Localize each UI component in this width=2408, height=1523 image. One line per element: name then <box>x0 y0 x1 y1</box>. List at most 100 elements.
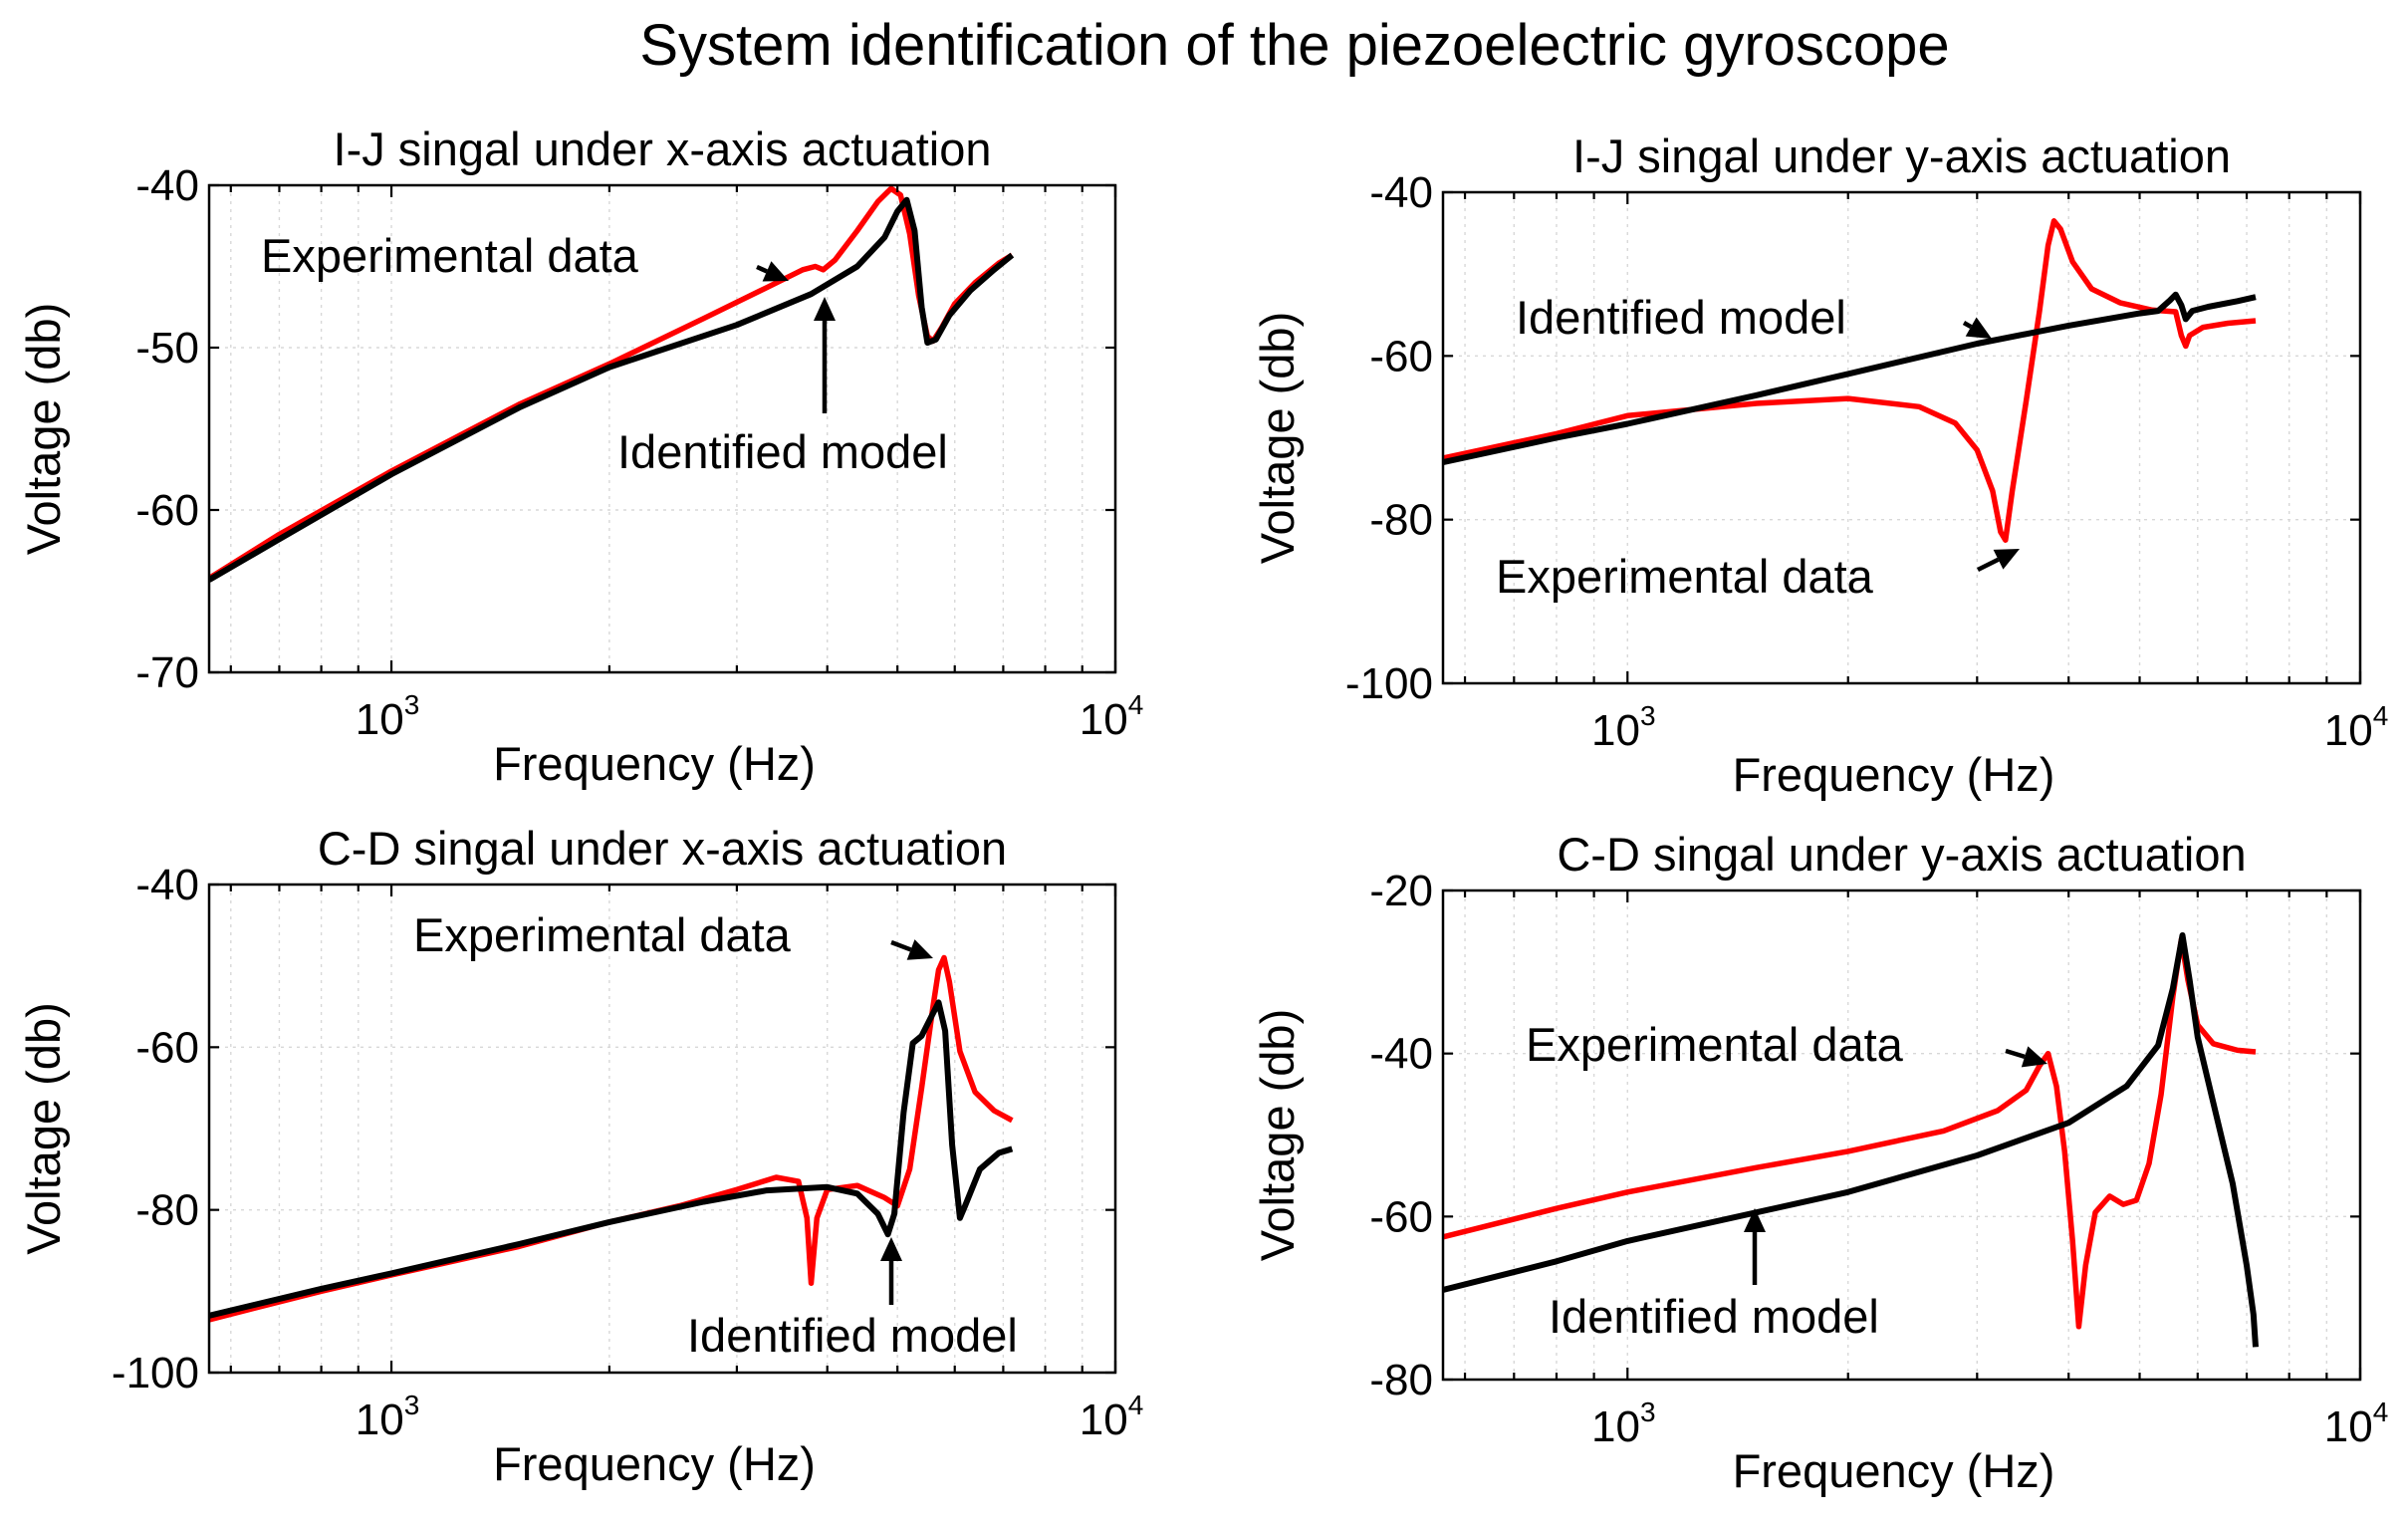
annotation-arrow-head <box>1744 1208 1766 1232</box>
x-tick-label: 104 <box>2324 700 2389 755</box>
x-axis-label: Frequency (Hz) <box>1733 1444 2055 1497</box>
annotation-arrow-head <box>1965 317 1992 339</box>
panel-title: C-D singal under x-axis actuation <box>318 822 1007 875</box>
x-tick-base: 10 <box>1591 1402 1640 1451</box>
x-axis: 103 104 <box>1463 890 2389 1451</box>
y-tick-label: -40 <box>135 161 199 210</box>
x-tick-label: 103 <box>356 1390 420 1444</box>
y-axis: -80 -60 -40 -20 <box>1369 867 2360 1404</box>
annotation-label: Identified model <box>617 425 948 478</box>
annotation-arrow-head <box>2021 1046 2047 1068</box>
y-tick-label: -60 <box>1369 1192 1433 1241</box>
x-tick-exponent: 3 <box>404 1390 420 1420</box>
x-tick-base: 10 <box>2324 1402 2373 1451</box>
curves <box>209 954 1014 1323</box>
identified-model-line <box>209 999 1014 1319</box>
x-tick-exponent: 3 <box>1640 1396 1656 1427</box>
annotation: Identified model <box>1549 1208 1879 1343</box>
x-tick-label: 103 <box>1591 700 1656 755</box>
annotation: Identified model <box>687 1237 1018 1362</box>
panel-title: I-J singal under x-axis actuation <box>334 123 992 175</box>
grid <box>1443 890 2360 1380</box>
y-tick-label: -80 <box>135 1186 199 1235</box>
annotation-arrow-shaft <box>1976 557 2000 573</box>
y-tick-label: -70 <box>135 648 199 697</box>
x-tick-exponent: 4 <box>2373 1396 2389 1427</box>
x-tick-base: 10 <box>356 695 404 744</box>
x-tick-exponent: 3 <box>404 689 420 720</box>
annotation-label: Experimental data <box>413 908 792 961</box>
panel-title: C-D singal under y-axis actuation <box>1557 828 2246 881</box>
annotation-arrow-head <box>1993 549 2020 570</box>
x-tick-base: 10 <box>1591 706 1640 755</box>
x-tick-label: 104 <box>1080 689 1144 744</box>
annotation: Experimental data <box>261 229 789 282</box>
annotation-arrow-shaft <box>756 264 768 274</box>
x-tick-label: 104 <box>1080 1390 1144 1444</box>
annotation: Identified model <box>617 297 948 478</box>
x-tick-base: 10 <box>356 1396 404 1444</box>
identified-model-line <box>1443 291 2257 466</box>
x-tick-base: 10 <box>1080 695 1128 744</box>
y-tick-label: -80 <box>1369 496 1433 545</box>
y-axis: -70 -60 -50 -40 <box>135 161 1115 697</box>
experimental-data-line <box>1443 218 2257 543</box>
y-tick-label: -100 <box>112 1349 199 1397</box>
x-tick-base: 10 <box>1080 1396 1128 1444</box>
y-tick-label: -40 <box>135 861 199 909</box>
x-tick-exponent: 4 <box>1128 1390 1144 1420</box>
x-axis: 103 104 <box>1463 192 2389 755</box>
figure-title: System identification of the piezoelectr… <box>639 13 1949 78</box>
y-tick-label: -60 <box>135 486 199 535</box>
x-axis-label: Frequency (Hz) <box>1733 748 2055 801</box>
y-axis-label: Voltage (db) <box>1251 1009 1304 1261</box>
annotation: Experimental data <box>413 908 933 961</box>
plot-frame <box>207 183 1117 674</box>
y-tick-label: -80 <box>1369 1356 1433 1404</box>
annotation-arrow-head <box>762 261 789 282</box>
annotation-arrow-head <box>814 297 836 321</box>
plot-frame <box>207 883 1117 1375</box>
x-tick-label: 104 <box>2324 1396 2389 1451</box>
y-axis-label: Voltage (db) <box>1251 312 1304 564</box>
annotation-label: Experimental data <box>1496 550 1874 603</box>
grid <box>1443 192 2360 683</box>
x-axis: 103 104 <box>229 185 1144 744</box>
x-tick-base: 10 <box>2324 706 2373 755</box>
x-tick-label: 103 <box>356 689 420 744</box>
experimental-data-line <box>1443 936 2257 1330</box>
curves <box>1443 932 2259 1348</box>
y-tick-label: -40 <box>1369 1030 1433 1079</box>
annotation-arrow-shaft <box>1962 321 1973 330</box>
annotation-label: Identified model <box>1516 291 1846 344</box>
panel-title: I-J singal under y-axis actuation <box>1572 129 2231 182</box>
y-axis: -100 -80 -60 -40 <box>1345 168 2360 708</box>
y-tick-label: -60 <box>1369 332 1433 381</box>
x-tick-exponent: 3 <box>1640 700 1656 731</box>
curves <box>209 185 1015 583</box>
x-axis-label: Frequency (Hz) <box>493 737 816 790</box>
y-axis: -100 -80 -60 -40 <box>112 861 1115 1397</box>
x-tick-label: 103 <box>1591 1396 1656 1451</box>
x-tick-exponent: 4 <box>1128 689 1144 720</box>
y-axis-label: Voltage (db) <box>17 303 70 555</box>
y-axis-label: Voltage (db) <box>17 1002 70 1254</box>
x-axis-label: Frequency (Hz) <box>493 1437 816 1490</box>
identified-model-line <box>209 196 1015 583</box>
plot-frame <box>1441 888 2362 1382</box>
annotation-arrow-shaft <box>2005 1048 2026 1060</box>
annotation-arrow-head <box>880 1237 902 1261</box>
y-tick-label: -50 <box>135 324 199 373</box>
annotation-label: Experimental data <box>1526 1018 1904 1071</box>
x-axis: 103 104 <box>229 885 1144 1444</box>
annotation-label: Identified model <box>1549 1290 1879 1343</box>
annotation: Experimental data <box>1496 549 2020 603</box>
annotation-arrow-head <box>906 939 933 960</box>
y-tick-label: -100 <box>1345 659 1433 708</box>
y-tick-label: -20 <box>1369 867 1433 915</box>
